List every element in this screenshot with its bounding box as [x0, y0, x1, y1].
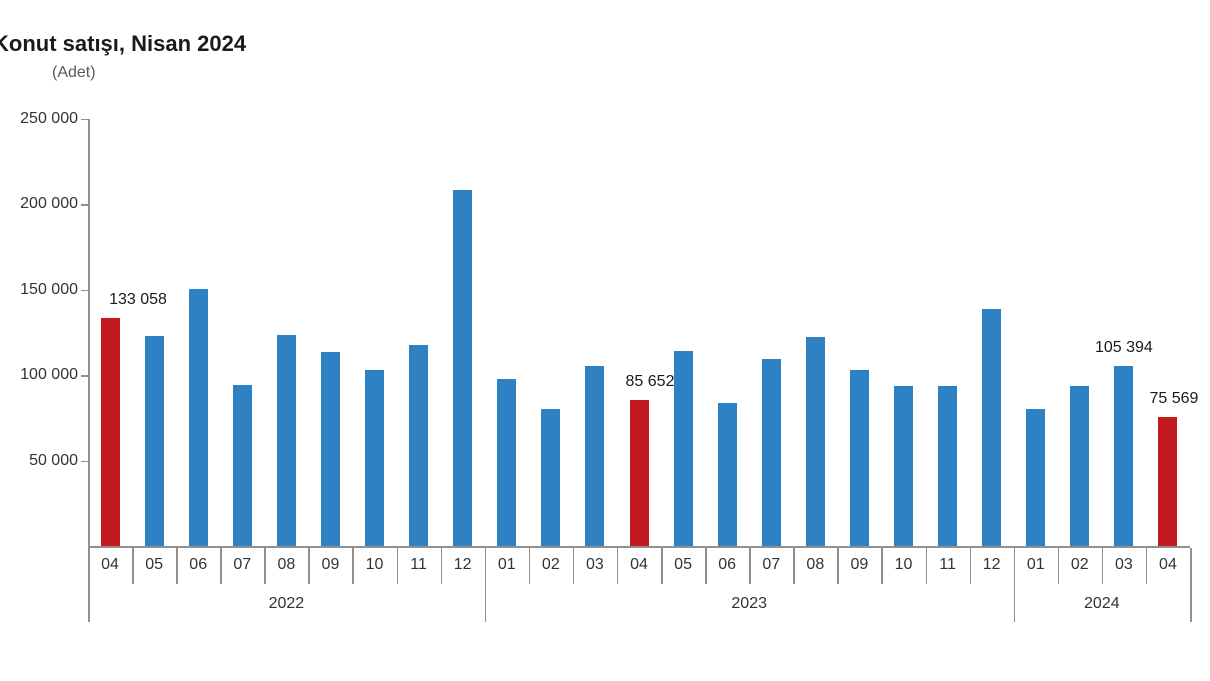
month-separator: [1145, 548, 1148, 584]
x-tick-label-2022-06: 06: [189, 556, 208, 573]
bar-2022-08: [276, 334, 296, 546]
bar-2023-06: [717, 402, 737, 546]
bar-2023-10: [893, 385, 913, 546]
month-separator: [352, 548, 354, 584]
month-separator: [749, 548, 751, 584]
bar-2024-03: [1114, 365, 1134, 546]
x-tick-label-2023-03: 03: [586, 556, 604, 573]
month-separator: [661, 548, 663, 584]
bar-2022-04: [100, 318, 120, 546]
data-label-2022-04: 133 058: [109, 291, 167, 309]
bar-2022-12: [453, 190, 473, 546]
month-separator: [616, 548, 619, 584]
bar-2023-04: [629, 399, 649, 546]
month-separator: [969, 548, 972, 584]
month-separator: [925, 548, 928, 584]
x-tick-label-2023-06: 06: [718, 556, 737, 573]
data-label-2023-04: 85 652: [625, 372, 675, 390]
month-separator: [176, 548, 178, 584]
x-tick-label-2024-01: 01: [1026, 556, 1045, 573]
y-tick-label: 50 000: [29, 451, 78, 469]
bar-2024-04: [1158, 416, 1178, 546]
x-tick-label-2022-05: 05: [145, 556, 164, 573]
bar-2024-02: [1070, 385, 1090, 546]
x-tick-label-2022-07: 07: [233, 556, 252, 573]
year-group-separator: [88, 548, 90, 622]
bar-2023-01: [497, 378, 517, 546]
bar-2022-05: [144, 336, 164, 546]
bar-2023-02: [541, 409, 561, 546]
bar-2023-11: [938, 386, 958, 546]
y-tick-mark: [81, 289, 88, 291]
year-group-separator: [1190, 548, 1192, 622]
bar-2023-08: [805, 337, 825, 546]
bar-2023-05: [673, 351, 693, 546]
month-separator: [1101, 548, 1104, 584]
y-tick-label: 150 000: [20, 280, 78, 298]
month-separator: [264, 548, 266, 584]
x-tick-label-2024-02: 02: [1070, 556, 1089, 573]
year-group-separator: [484, 548, 487, 622]
x-tick-label-2023-01: 01: [497, 556, 516, 573]
bar-2022-07: [232, 385, 252, 546]
month-separator: [881, 548, 883, 584]
x-tick-label-2023-05: 05: [674, 556, 692, 573]
x-tick-label-2023-08: 08: [806, 556, 825, 573]
y-tick-mark: [81, 375, 88, 377]
x-tick-label-2023-07: 07: [762, 556, 781, 573]
y-tick-mark: [81, 460, 88, 462]
bar-2022-09: [320, 352, 340, 546]
x-tick-label-2023-09: 09: [850, 556, 869, 573]
x-tick-label-2023-10: 10: [894, 556, 913, 573]
y-axis-line: [88, 118, 90, 546]
bar-2022-10: [365, 370, 385, 546]
year-label-2024: 2024: [1084, 595, 1120, 612]
month-separator: [440, 548, 443, 584]
x-tick-label-2022-08: 08: [277, 556, 296, 573]
y-tick-mark: [81, 118, 88, 120]
year-label-2022: 2022: [268, 595, 305, 612]
y-tick-label: 250 000: [20, 109, 78, 127]
y-tick-label: 200 000: [20, 195, 78, 212]
month-separator: [528, 548, 531, 584]
month-separator: [572, 548, 575, 584]
bar-2023-09: [849, 370, 869, 546]
data-label-2024-03: 105 394: [1094, 338, 1153, 356]
x-tick-label-2023-12: 12: [982, 556, 1001, 573]
x-tick-label-2023-02: 02: [541, 556, 560, 573]
x-tick-label-2022-04: 04: [101, 556, 119, 573]
x-tick-label-2023-04: 04: [630, 556, 648, 573]
y-tick-label: 100 000: [20, 366, 78, 383]
x-tick-label-2024-04: 04: [1159, 556, 1177, 573]
bar-2024-01: [1026, 408, 1046, 546]
chart-title: Konut satışı, Nisan 2024: [0, 31, 247, 56]
bar-2022-11: [409, 344, 429, 546]
month-separator: [220, 548, 222, 584]
x-tick-label-2022-12: 12: [453, 556, 472, 573]
x-tick-label-2022-09: 09: [321, 556, 340, 573]
x-tick-label-2024-03: 03: [1114, 556, 1133, 573]
x-tick-label-2022-10: 10: [365, 556, 384, 573]
month-separator: [837, 548, 839, 584]
y-tick-mark: [81, 204, 88, 206]
year-group-separator: [1013, 548, 1016, 622]
month-separator: [1057, 548, 1060, 584]
year-label-2023: 2023: [731, 595, 767, 612]
bar-2023-12: [982, 309, 1002, 546]
month-separator: [308, 548, 310, 584]
month-separator: [705, 548, 707, 584]
x-tick-label-2022-11: 11: [410, 556, 427, 573]
bar-2022-06: [188, 288, 208, 546]
x-tick-label-2023-11: 11: [939, 556, 956, 573]
bar-2023-03: [585, 365, 605, 546]
month-separator: [132, 548, 134, 584]
x-axis-line: [88, 546, 1190, 548]
data-label-2024-04: 75 569: [1149, 389, 1199, 407]
month-separator: [396, 548, 399, 584]
month-separator: [793, 548, 795, 584]
bar-2023-07: [761, 358, 781, 546]
chart-unit-label: (Adet): [52, 64, 96, 81]
